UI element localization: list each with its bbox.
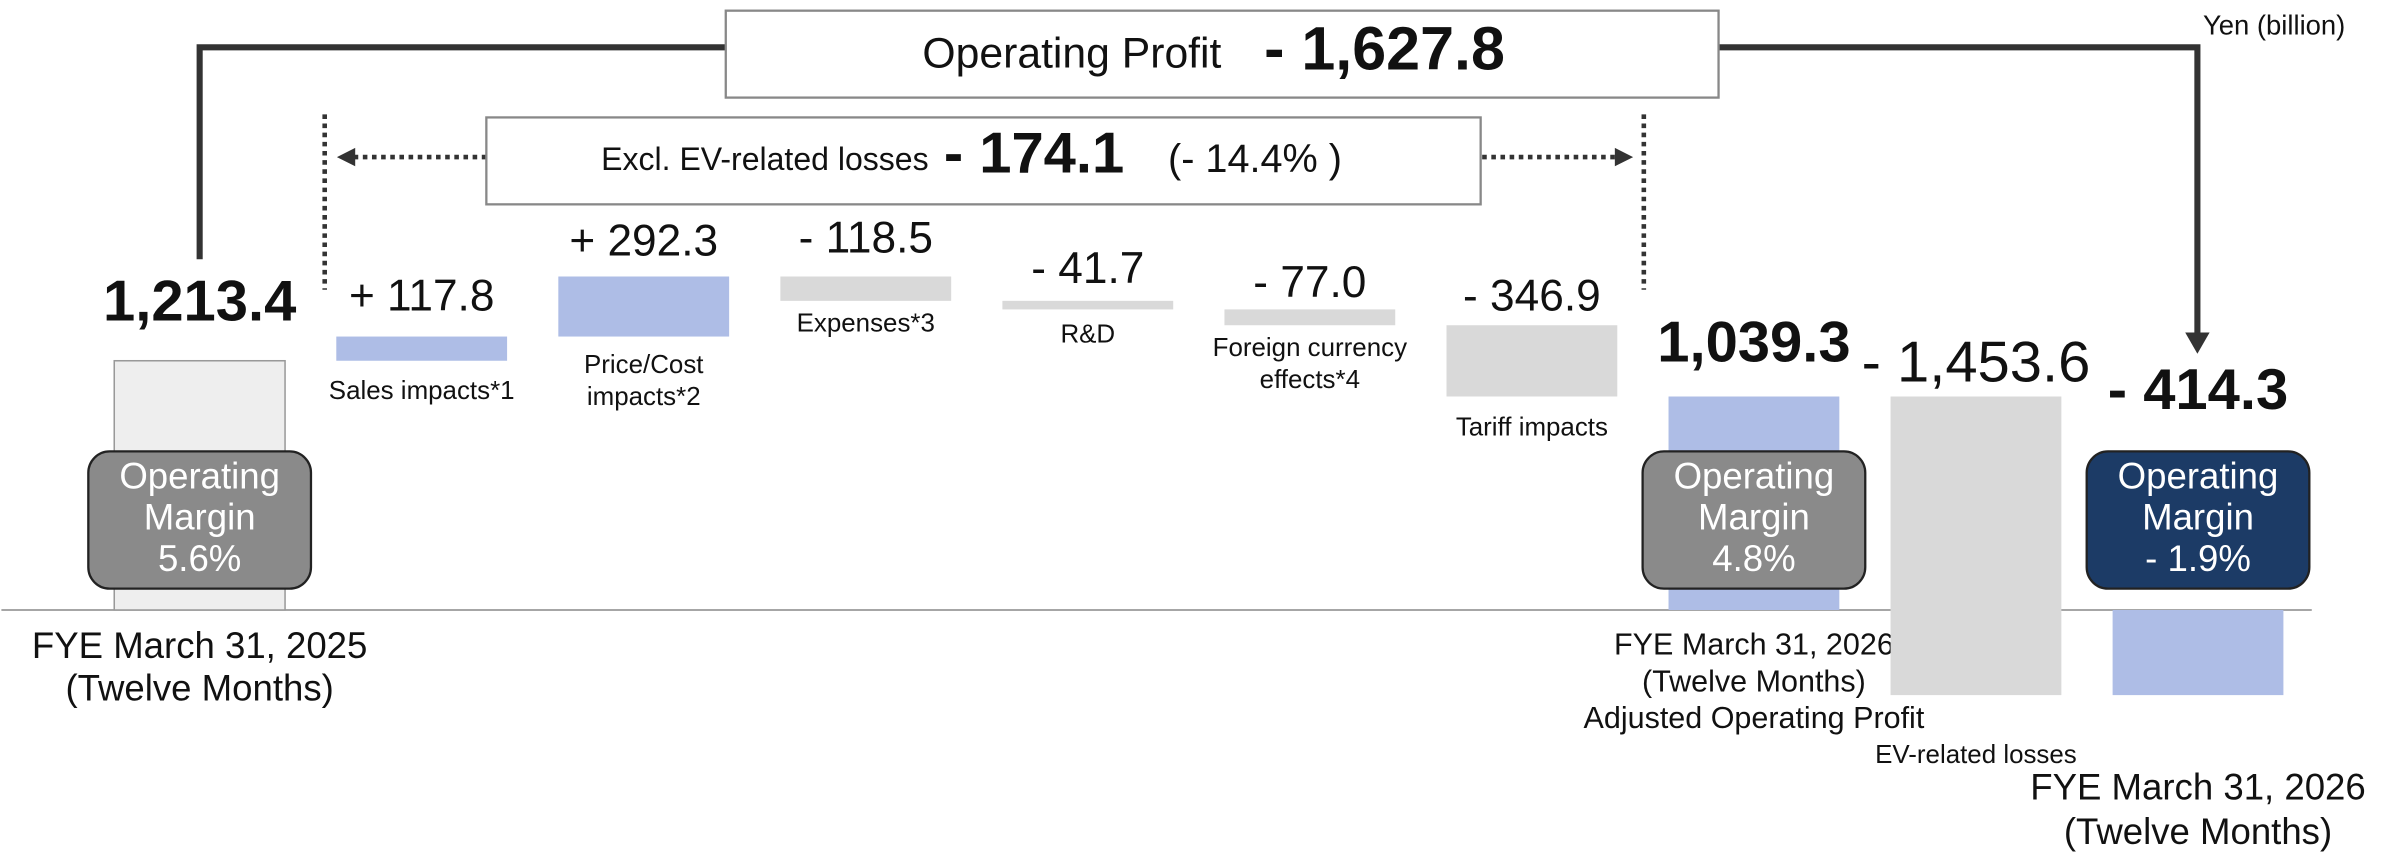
- excl-ev-ratio: (- 14.4% ): [1168, 137, 1342, 181]
- value-label: - 1,453.6: [1862, 330, 2091, 394]
- category-label: Expenses*3: [797, 310, 935, 338]
- value-label: 1,213.4: [103, 269, 296, 333]
- category-label: impacts*2: [587, 383, 701, 411]
- excl-ev-value: - 174.1: [944, 121, 1124, 185]
- margin-box: [2085, 450, 2311, 590]
- category-label: R&D: [1060, 320, 1115, 348]
- unit-label: Yen (billion): [2203, 10, 2345, 41]
- bar: [780, 276, 952, 301]
- bar: [336, 336, 508, 361]
- bar: [2112, 610, 2284, 696]
- category-label: FYE March 31, 2026: [1614, 628, 1894, 662]
- margin-value: 5.6%: [158, 538, 241, 579]
- bar: [1446, 325, 1618, 397]
- margin-label: Margin: [144, 497, 256, 538]
- category-label: (Twelve Months): [65, 667, 333, 708]
- category-label: Price/Cost: [584, 351, 704, 379]
- excl-ev-box: [485, 116, 1482, 206]
- bar: [558, 276, 730, 337]
- margin-label: Margin: [1698, 497, 1810, 538]
- bar: [1890, 396, 2062, 696]
- margin-box: [1641, 450, 1867, 590]
- value-label: + 292.3: [569, 217, 718, 266]
- category-label: EV-related losses: [1875, 741, 2077, 769]
- margin-value: 4.8%: [1712, 538, 1795, 579]
- value-label: - 41.7: [1031, 244, 1144, 293]
- margin-label: Operating: [1674, 456, 1835, 497]
- category-label: Foreign currency: [1213, 334, 1407, 362]
- excl-ev-label: Excl. EV-related losses: [601, 141, 928, 177]
- category-label: Adjusted Operating Profit: [1584, 701, 1925, 735]
- value-label: - 118.5: [799, 214, 933, 263]
- value-label: + 117.8: [349, 272, 494, 321]
- category-label: effects*4: [1260, 366, 1360, 394]
- margin-box: [87, 450, 313, 590]
- category-label: (Twelve Months): [1642, 664, 1866, 698]
- category-label: Sales impacts*1: [329, 377, 515, 405]
- margin-value: - 1.9%: [2145, 538, 2251, 579]
- margin-label: Operating: [119, 456, 280, 497]
- value-label: - 414.3: [2108, 358, 2288, 422]
- bar: [1224, 309, 1396, 326]
- value-label: - 77.0: [1253, 258, 1366, 307]
- operating-profit-bracket: [196, 44, 2201, 339]
- margin-label: Margin: [2142, 497, 2254, 538]
- operating-profit-label: Operating Profit: [922, 30, 1221, 78]
- operating-profit-box: [724, 9, 1720, 99]
- value-label: 1,039.3: [1657, 310, 1850, 374]
- operating-profit-value: - 1,627.8: [1264, 14, 1505, 82]
- category-label: (Twelve Months): [2064, 811, 2332, 852]
- category-label: FYE March 31, 2025: [32, 625, 367, 666]
- category-label: Tariff impacts: [1456, 413, 1608, 441]
- category-label: FYE March 31, 2026: [2030, 767, 2365, 808]
- bar: [1002, 300, 1174, 310]
- margin-label: Operating: [2118, 456, 2279, 497]
- arrow-head: [2185, 332, 2210, 354]
- value-label: - 346.9: [1463, 272, 1601, 321]
